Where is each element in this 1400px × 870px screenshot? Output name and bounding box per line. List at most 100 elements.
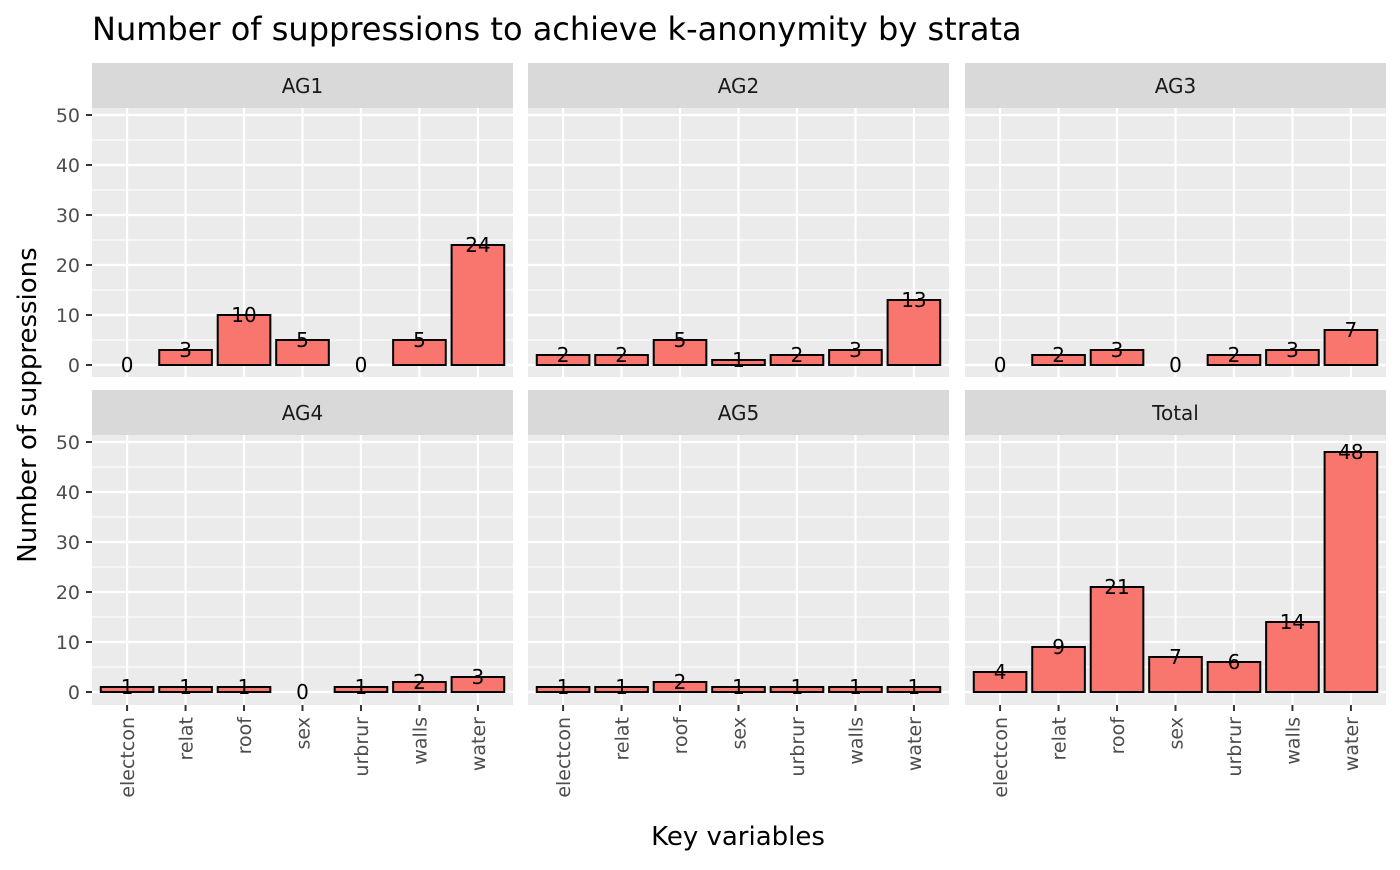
bar-value-label: 1: [615, 675, 628, 699]
y-axis-label: Number of suppressions: [13, 247, 43, 562]
x-axis-tick-label: urbrur: [1224, 717, 1246, 777]
bar-value-label: 1: [791, 675, 804, 699]
x-axis-tick-label: water: [468, 717, 490, 771]
facet-strip-label: AG4: [282, 401, 324, 425]
bar-value-label: 10: [231, 303, 256, 327]
bar-water: [886, 686, 942, 693]
facet-strip: [528, 63, 949, 108]
bar-value-label: 0: [355, 353, 368, 377]
facet-strip: [92, 63, 513, 108]
facet-strip: [965, 63, 1386, 108]
x-axis-tick-label: electcon: [553, 717, 575, 798]
facet-ag2: AG2 2 2 5 1 2 3 13: [528, 63, 949, 377]
bar-value-label: 2: [615, 343, 628, 367]
x-axis-tick-label: sex: [1166, 717, 1188, 750]
facet-ag5: AG5 1 1 2 1 1 1 1 electcon relat roof sex urbrur wall…: [528, 390, 949, 798]
x-axis-tick-label: relat: [612, 717, 634, 760]
x-axis-tick-label: sex: [293, 717, 315, 750]
x-axis-tick-label: relat: [176, 717, 198, 760]
y-axis-tick-label: 10: [56, 305, 80, 327]
bar-value-label: 2: [557, 343, 570, 367]
bar-water: [1323, 451, 1379, 693]
bar-value-label: 0: [296, 680, 309, 704]
bar-value-label: 3: [179, 338, 192, 362]
y-axis-tick-label: 40: [56, 155, 80, 177]
bar-value-label: 7: [1345, 318, 1358, 342]
facet-strip-label: AG2: [718, 74, 760, 98]
bar-value-label: 6: [1228, 650, 1241, 674]
x-axis-tick-label: walls: [845, 717, 867, 765]
bar-electcon: [535, 686, 591, 693]
bar-value-label: 3: [849, 338, 862, 362]
facet-total: Total 4 9 21 7 6 14 48 electcon relat roof sex urbru…: [965, 390, 1386, 798]
bar-electcon: [972, 671, 1028, 693]
bar-urbrur: [769, 686, 825, 693]
bar-value-label: 9: [1052, 635, 1065, 659]
bar-value-label: 1: [908, 675, 921, 699]
bar-value-label: 0: [1169, 353, 1182, 377]
y-axis-tick-label: 0: [68, 682, 80, 704]
bar-urbrur: [1206, 354, 1262, 366]
bar-walls: [1265, 349, 1320, 366]
bar-value-label: 5: [296, 328, 309, 352]
chart-title: Number of suppressions to achieve k-anon…: [92, 10, 1022, 48]
bar-walls: [1265, 621, 1320, 693]
y-axis-tick-label: 50: [56, 432, 80, 454]
x-axis-label: Key variables: [651, 822, 825, 852]
bar-roof: [216, 686, 272, 693]
bar-value-label: 48: [1338, 440, 1363, 464]
facet-strip-label: AG5: [718, 401, 760, 425]
bar-value-label: 2: [413, 670, 426, 694]
x-axis-tick-label: water: [1341, 717, 1363, 771]
bar-value-label: 0: [994, 353, 1007, 377]
bar-relat: [1031, 646, 1086, 693]
x-axis-tick-label: walls: [409, 717, 431, 765]
x-axis-tick-label: roof: [1107, 716, 1129, 755]
bar-value-label: 5: [674, 328, 687, 352]
facet-strip-label: AG3: [1155, 74, 1197, 98]
bar-relat: [594, 354, 649, 366]
bar-urbrur: [769, 354, 825, 366]
bar-value-label: 21: [1104, 575, 1129, 599]
facet-strip: [965, 390, 1386, 435]
bar-sex: [711, 359, 766, 366]
bar-value-label: 1: [732, 675, 745, 699]
bar-walls: [392, 681, 447, 693]
bar-water: [886, 299, 942, 366]
y-axis-tick-label: 30: [56, 532, 80, 554]
bar-value-label: 3: [1286, 338, 1299, 362]
x-axis-tick-label: water: [904, 717, 926, 771]
x-axis-tick-label: urbrur: [787, 717, 809, 777]
x-axis-tick-label: electcon: [117, 717, 139, 798]
y-axis-tick-label: 40: [56, 482, 80, 504]
y-axis-tick-label: 20: [56, 255, 80, 277]
bar-water: [450, 244, 506, 366]
bar-walls: [828, 349, 883, 366]
bar-value-label: 2: [1052, 343, 1065, 367]
y-axis-tick-label: 10: [56, 632, 80, 654]
x-axis-tick-label: roof: [234, 716, 256, 755]
bar-sex: [1148, 656, 1203, 693]
bar-roof: [216, 314, 272, 366]
bar-relat: [158, 349, 213, 366]
bar-roof: [1089, 349, 1145, 366]
bar-value-label: 2: [674, 670, 687, 694]
bar-value-label: 1: [849, 675, 862, 699]
x-axis-tick-label: sex: [729, 717, 751, 750]
bar-value-label: 3: [1111, 338, 1124, 362]
bar-roof: [652, 339, 708, 366]
bar-roof: [1089, 586, 1145, 693]
y-axis-tick-label: 50: [56, 105, 80, 127]
x-axis-tick-label: roof: [670, 716, 692, 755]
bar-value-label: 2: [791, 343, 804, 367]
bar-value-label: 0: [121, 353, 134, 377]
bar-urbrur: [333, 686, 389, 693]
bar-walls: [828, 686, 883, 693]
bar-value-label: 1: [355, 675, 368, 699]
y-axis-tick-label: 30: [56, 205, 80, 227]
